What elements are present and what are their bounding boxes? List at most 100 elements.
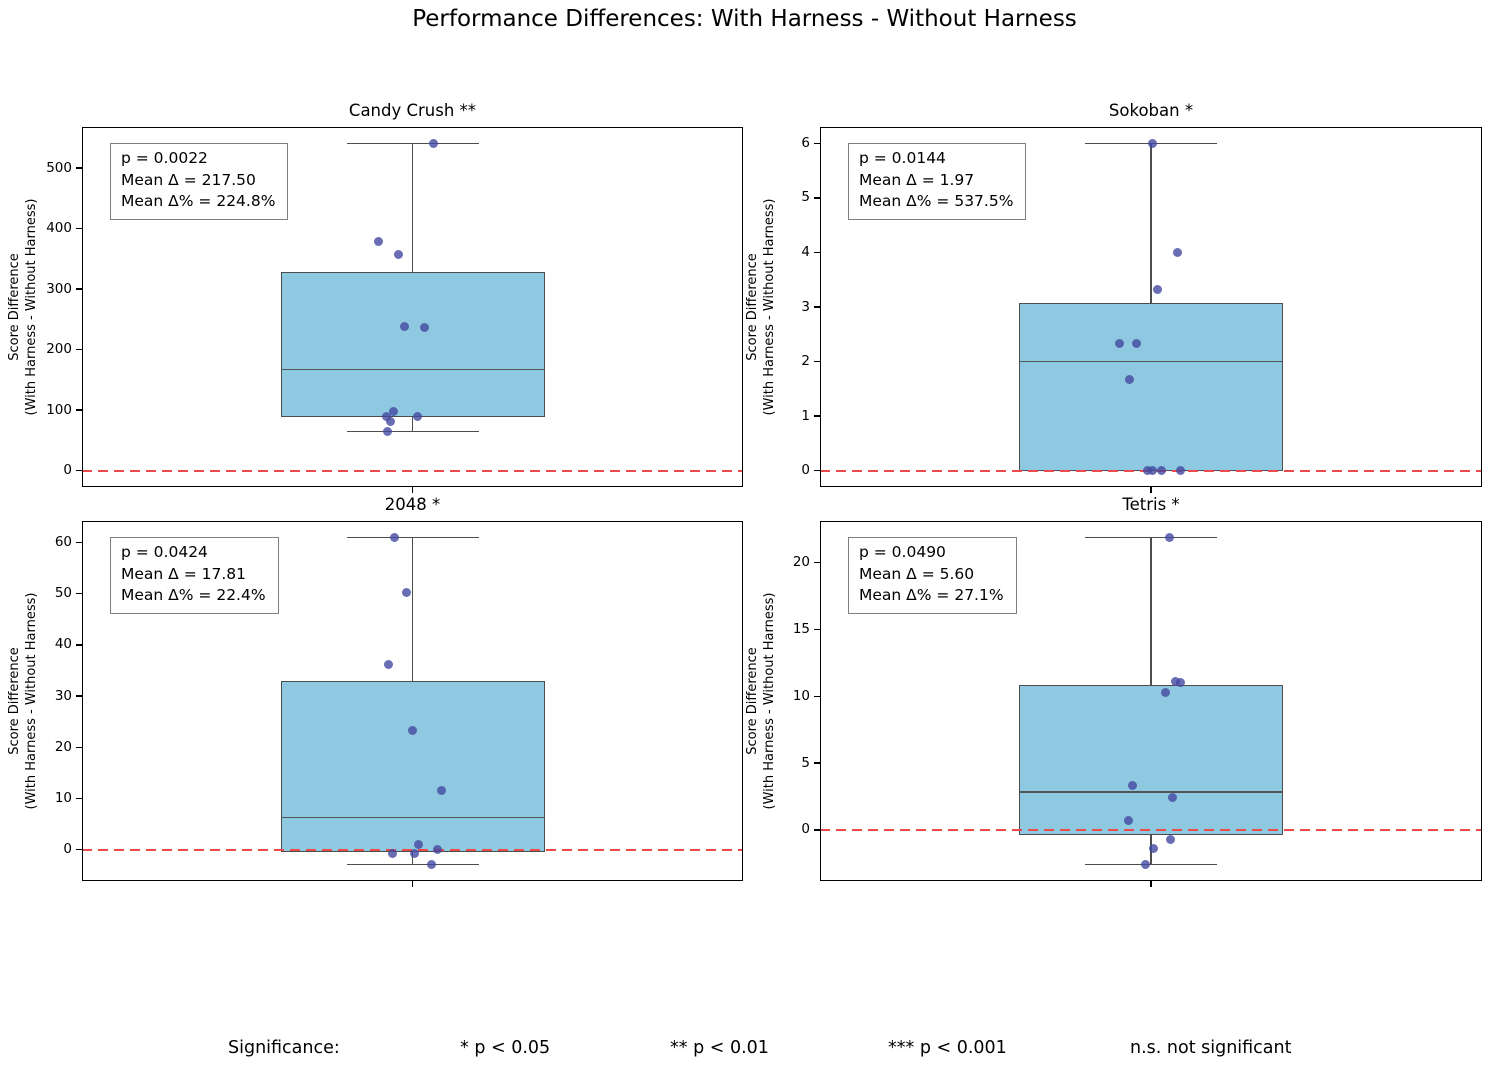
stats-annotation: p = 0.0424 Mean Δ = 17.81 Mean Δ% = 22.4… bbox=[110, 537, 279, 614]
stats-annotation: p = 0.0144 Mean Δ = 1.97 Mean Δ% = 537.5… bbox=[848, 143, 1027, 220]
data-point bbox=[433, 844, 442, 854]
p-value-text: p = 0.0490 bbox=[859, 543, 946, 561]
y-tick-label: 4 bbox=[801, 243, 810, 260]
median-line bbox=[1019, 791, 1283, 793]
y-tick-label: 10 bbox=[792, 687, 810, 704]
y-tick-mark bbox=[76, 797, 82, 800]
y-axis-label-line1: Score Difference bbox=[7, 647, 22, 755]
data-point bbox=[437, 786, 446, 796]
y-tick-mark bbox=[76, 409, 82, 411]
data-point bbox=[1140, 860, 1150, 870]
y-axis-label-line2: (With Harness - Without Harness) bbox=[24, 198, 39, 416]
y-tick-mark bbox=[76, 849, 82, 851]
subplot-2048: 2048 * Score Difference (With Harness - … bbox=[7, 495, 743, 887]
y-tick-label: 3 bbox=[801, 298, 810, 315]
y-axis-label: Score Difference (With Harness - Without… bbox=[6, 127, 48, 487]
subplot-title: Sokoban * bbox=[1108, 101, 1194, 120]
data-point bbox=[407, 726, 417, 736]
y-tick-label: 0 bbox=[801, 821, 810, 838]
y-tick-mark bbox=[814, 415, 820, 417]
y-tick-mark bbox=[814, 197, 820, 199]
data-point bbox=[1114, 339, 1124, 349]
mean-delta-text: Mean Δ = 17.81 bbox=[121, 564, 246, 583]
upper-whisker-cap bbox=[346, 536, 479, 539]
y-tick-label: 30 bbox=[54, 687, 72, 704]
median-line bbox=[280, 368, 545, 371]
y-tick-mark bbox=[814, 829, 820, 831]
subplot-title: Tetris * bbox=[1122, 495, 1180, 514]
box-iqr bbox=[1019, 302, 1283, 471]
y-tick-label: 0 bbox=[63, 462, 72, 479]
y-tick-label: 0 bbox=[63, 841, 72, 858]
y-tick-label: 0 bbox=[801, 462, 810, 479]
lower-whisker-cap bbox=[346, 863, 479, 866]
stats-annotation: p = 0.0490 Mean Δ = 5.60 Mean Δ% = 27.1% bbox=[848, 537, 1017, 614]
y-tick-label: 400 bbox=[46, 220, 72, 237]
y-tick-mark bbox=[814, 562, 820, 564]
data-point bbox=[1170, 677, 1180, 687]
mean-delta-text: Mean Δ = 1.97 bbox=[859, 170, 975, 189]
data-point bbox=[1160, 687, 1170, 697]
upper-whisker-line bbox=[1150, 143, 1152, 303]
lower-whisker-line bbox=[411, 852, 414, 865]
mean-delta-pct-text: Mean Δ% = 27.1% bbox=[859, 586, 1004, 604]
data-point bbox=[1164, 532, 1174, 542]
x-tick-mark bbox=[411, 487, 414, 493]
y-tick-mark bbox=[76, 288, 82, 290]
y-tick-mark bbox=[814, 360, 820, 363]
y-tick-mark bbox=[76, 695, 82, 697]
data-point bbox=[429, 138, 438, 148]
y-axis-label: Score Difference (With Harness - Without… bbox=[744, 521, 786, 881]
zero-line bbox=[820, 828, 1482, 831]
y-tick-mark bbox=[814, 142, 820, 145]
y-tick-mark bbox=[76, 746, 82, 749]
y-tick-mark bbox=[76, 469, 82, 472]
box-iqr bbox=[1019, 685, 1283, 835]
subplot-candy-crush: Candy Crush ** Score Difference (With Ha… bbox=[7, 101, 743, 493]
significance-item-p05: * p < 0.05 bbox=[460, 1038, 551, 1058]
y-axis-label: Score Difference (With Harness - Without… bbox=[6, 521, 48, 881]
lower-whisker-cap bbox=[1085, 863, 1217, 866]
y-tick-label: 50 bbox=[54, 585, 72, 602]
y-tick-label: 10 bbox=[54, 790, 72, 807]
data-point bbox=[383, 426, 392, 436]
data-point bbox=[1142, 466, 1152, 476]
data-point bbox=[1175, 678, 1185, 688]
data-point bbox=[414, 839, 423, 849]
significance-item-p01: ** p < 0.01 bbox=[670, 1038, 769, 1058]
x-tick-mark bbox=[1150, 487, 1152, 493]
x-tick-mark bbox=[411, 881, 414, 887]
y-tick-label: 6 bbox=[801, 134, 810, 151]
data-point bbox=[413, 412, 422, 422]
upper-whisker-line bbox=[1150, 537, 1152, 686]
zero-line bbox=[82, 469, 743, 472]
y-tick-label: 300 bbox=[46, 280, 72, 297]
median-line bbox=[1019, 360, 1283, 363]
plot-area: 0 100 200 300 400 500 bbox=[46, 127, 743, 493]
y-tick-mark bbox=[76, 593, 82, 595]
upper-whisker-cap bbox=[346, 142, 479, 145]
y-axis-label-line1: Score Difference bbox=[745, 253, 760, 361]
data-point bbox=[1123, 816, 1133, 825]
data-point bbox=[410, 849, 419, 859]
mean-delta-text: Mean Δ = 217.50 bbox=[121, 170, 256, 189]
data-point bbox=[426, 860, 436, 870]
y-tick-label: 100 bbox=[46, 401, 72, 418]
data-point bbox=[374, 237, 383, 247]
mean-delta-text: Mean Δ = 5.60 bbox=[859, 564, 975, 583]
y-tick-mark bbox=[76, 167, 82, 169]
data-point bbox=[420, 323, 429, 333]
y-tick-label: 1 bbox=[801, 407, 810, 424]
data-point bbox=[1148, 844, 1158, 854]
data-point bbox=[400, 321, 409, 331]
y-tick-label: 200 bbox=[46, 341, 72, 358]
data-point bbox=[1172, 247, 1182, 257]
data-point bbox=[1131, 339, 1141, 349]
x-tick-mark bbox=[1150, 881, 1152, 887]
y-tick-label: 20 bbox=[792, 554, 810, 571]
y-tick-mark bbox=[76, 644, 82, 646]
median-line bbox=[280, 816, 545, 819]
significance-legend-label: Significance: bbox=[228, 1038, 340, 1058]
data-point bbox=[1156, 466, 1166, 476]
y-tick-label: 5 bbox=[801, 754, 810, 771]
